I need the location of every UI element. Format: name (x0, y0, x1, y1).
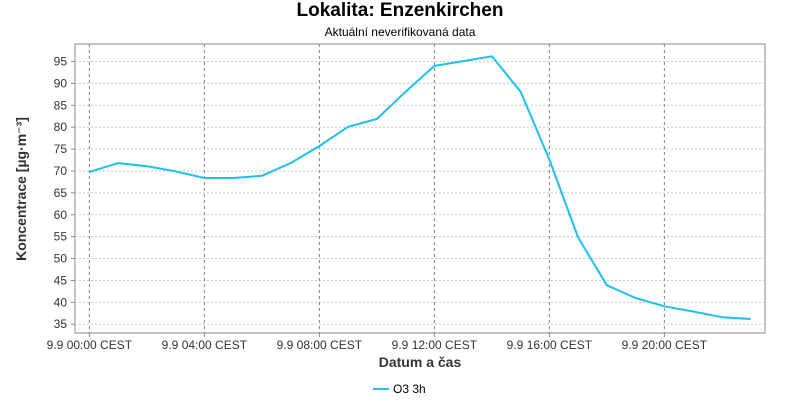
y-tick-label: 60 (54, 208, 68, 222)
x-tick-label: 9.9 20:00 CEST (622, 338, 708, 352)
y-tick-label: 80 (54, 120, 68, 134)
legend: O3 3h (373, 382, 426, 396)
series-layer (89, 55, 751, 320)
y-tick-label: 50 (54, 252, 68, 266)
x-tick-label: 9.9 12:00 CEST (392, 338, 478, 352)
y-axis-label: Koncentrace [µg·m⁻³] (13, 117, 29, 261)
y-tick-label: 75 (54, 142, 68, 156)
y-tick-label: 90 (54, 76, 68, 90)
legend-label: O3 3h (393, 382, 426, 396)
y-tick-label: 85 (54, 98, 68, 112)
y-tick-label: 55 (54, 230, 68, 244)
y-tick-label: 40 (54, 295, 68, 309)
y-tick-label: 95 (54, 55, 68, 69)
y-tick-label: 45 (54, 273, 68, 287)
x-tick-label: 9.9 04:00 CEST (162, 338, 248, 352)
plot-area (74, 43, 766, 334)
chart-title: Lokalita: Enzenkirchen (296, 0, 504, 21)
x-tick-label: 9.9 08:00 CEST (277, 338, 363, 352)
x-tick-label: 9.9 00:00 CEST (47, 338, 133, 352)
series-line-o3-3h (89, 55, 751, 320)
x-axis-label: Datum a čas (379, 354, 462, 370)
y-tick-label: 35 (54, 317, 68, 331)
x-axis-ticks: 9.9 00:00 CEST 9.9 04:00 CEST 9.9 08:00 CE… (47, 333, 708, 352)
y-tick-label: 70 (54, 164, 68, 178)
y-tick-label: 65 (54, 186, 68, 200)
chart-subtitle: Aktuální neverifikovaná data (324, 25, 476, 39)
y-axis-ticks: 35 40 45 50 55 60 65 70 75 80 85 90 95 (54, 55, 75, 331)
x-tick-label: 9.9 16:00 CEST (507, 338, 593, 352)
grid (75, 44, 765, 333)
